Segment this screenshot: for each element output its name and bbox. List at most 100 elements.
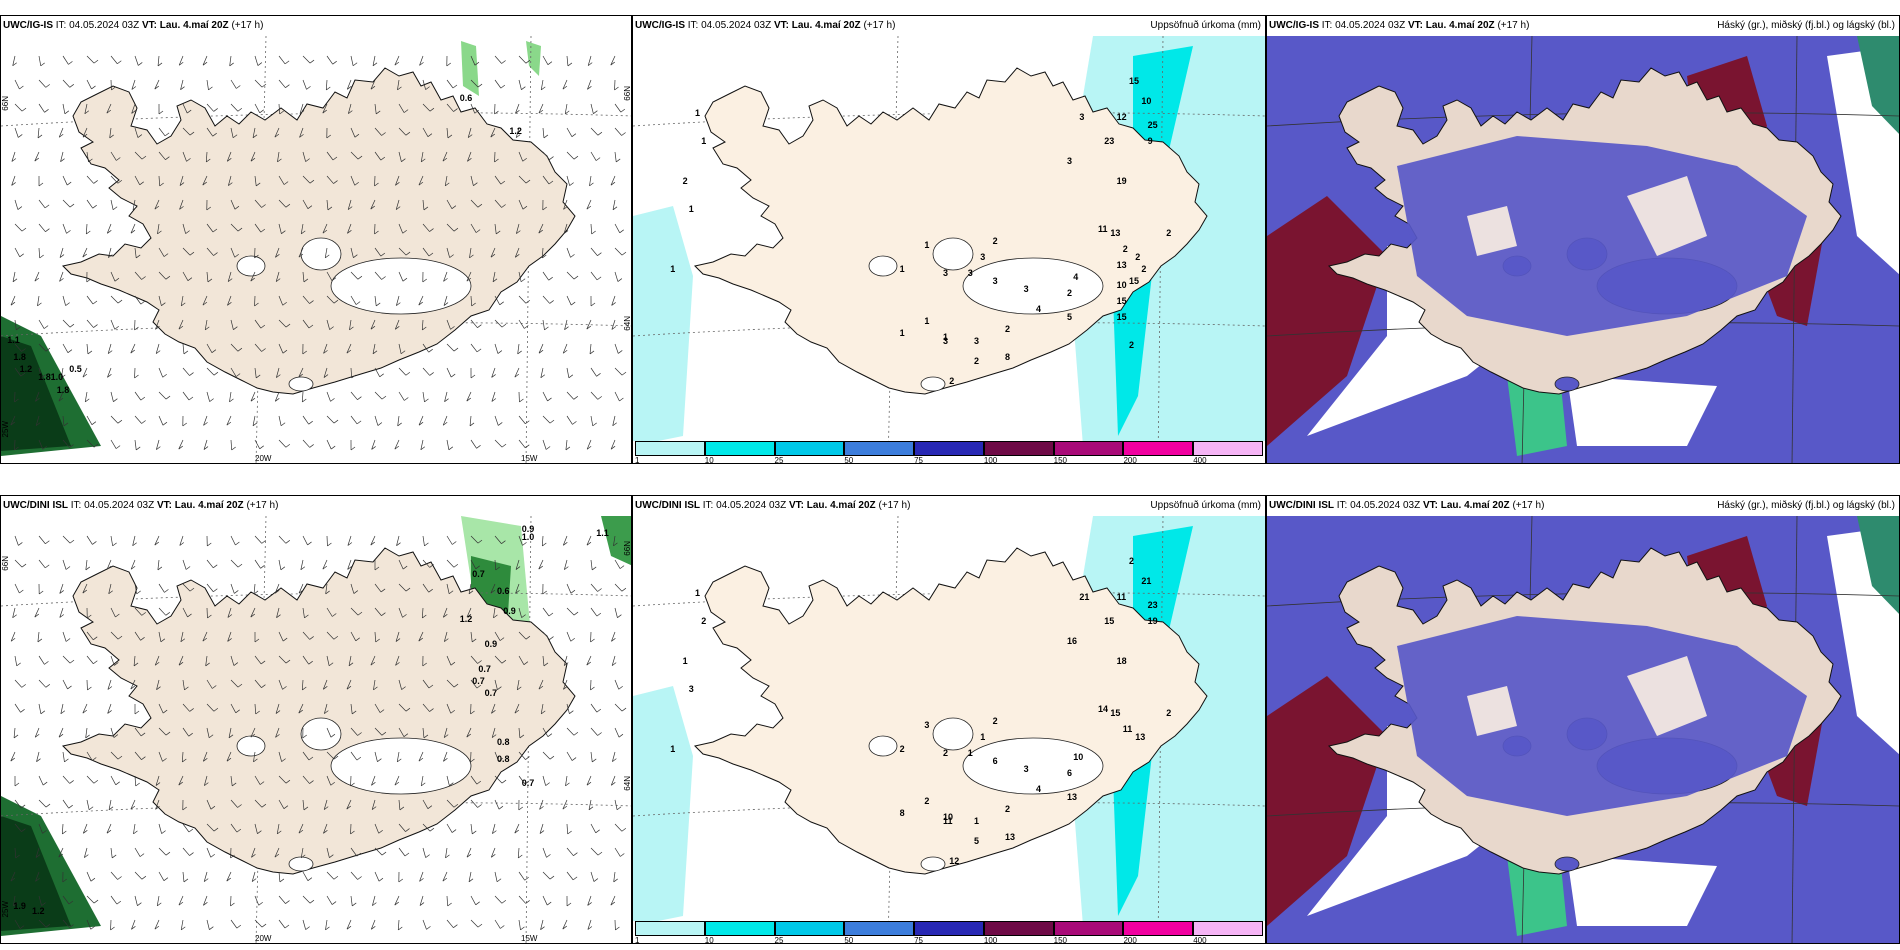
precip-value-label: 13 (1135, 732, 1146, 742)
precip-value-label: 1 (670, 744, 676, 754)
precip-value-label: 2 (1166, 708, 1172, 718)
precip-map-panel-2: UWC/DINI ISL IT: 04.05.2024 03Z VT: Lau.… (632, 495, 1266, 944)
precip-value-label: 1 (980, 732, 986, 742)
lat-label: 66N (623, 541, 632, 556)
colorbar-tick: 1 (635, 936, 640, 944)
colorbar-swatch (1123, 441, 1194, 456)
cloud-map (1267, 35, 1899, 463)
precip-map (633, 515, 1265, 943)
precip-value-label: 4 (1036, 784, 1042, 794)
precip-value-label: 2 (1166, 228, 1172, 238)
precip-value-label: 10 (1141, 96, 1152, 106)
colorbar-swatch (1193, 921, 1263, 936)
precip-value-label: 2 (949, 376, 955, 386)
precip-value-label: 2 (1135, 252, 1141, 262)
colorbar-tick: 25 (774, 936, 784, 944)
wind-value-label: 0.5 (69, 364, 82, 374)
precip-value-label: 15 (1129, 276, 1140, 286)
colorbar-tick: 50 (844, 456, 854, 464)
precip-value-label: 15 (1104, 616, 1115, 626)
precip-value-label: 3 (1067, 156, 1073, 166)
colorbar-swatch (1053, 441, 1124, 456)
wind-value-label: 0.6 (497, 585, 510, 596)
precip-value-label: 2 (1005, 804, 1011, 814)
colorbar-tick: 150 (1053, 456, 1068, 464)
colorbar-swatch (983, 921, 1054, 936)
wind-value-label: 0.8 (497, 737, 510, 748)
wind-value-label: 1.1 (596, 528, 609, 539)
precip-value-label: 13 (1110, 228, 1121, 238)
precip-value-label: 10 (943, 812, 954, 822)
precip-value-label: 2 (701, 616, 707, 626)
lat-label: 66N (623, 86, 632, 101)
cloud-title: Háský (gr.), miðský (fj.bl.) og lágský (… (1717, 20, 1895, 31)
precip-value-label: 1 (967, 748, 973, 758)
cloud-map-panel-2: UWC/DINI ISL IT: 04.05.2024 03Z VT: Lau.… (1266, 495, 1900, 944)
precip-value-label: 1 (701, 136, 707, 146)
precip-value-label: 13 (1116, 260, 1127, 270)
colorbar-tick: 1 (635, 456, 640, 464)
precip-value-label: 3 (688, 684, 694, 694)
cloud-title: Háský (gr.), miðský (fj.bl.) og lágský (… (1717, 500, 1895, 511)
colorbar-swatch (1123, 921, 1194, 936)
precip-value-label: 2 (992, 716, 998, 726)
colorbar-tick: 50 (844, 936, 854, 944)
precip-value-label: 11 (1116, 592, 1127, 602)
precip-value-label: 2 (924, 796, 930, 806)
precip-value-label: 1 (924, 316, 930, 326)
panel-header: UWC/IG-IS IT: 04.05.2024 03Z VT: Lau. 4.… (3, 20, 264, 31)
colorbar-tick: 25 (774, 456, 784, 464)
wind-value-label: 0.7 (472, 569, 485, 580)
precip-value-label: 2 (1122, 244, 1128, 254)
precip-title: Uppsöfnuð úrkoma (mm) (1150, 500, 1261, 511)
precip-value-label: 3 (1023, 284, 1029, 294)
precip-title: Uppsöfnuð úrkoma (mm) (1150, 20, 1261, 31)
wind-value-label: 0.9 (521, 524, 535, 535)
precip-value-label: 4 (1036, 304, 1042, 314)
precip-value-label: 25 (1147, 120, 1158, 130)
precip-value-label: 1 (682, 656, 688, 666)
precip-value-label: 12 (1116, 112, 1127, 122)
precip-value-label: 8 (899, 808, 905, 818)
lat-label: 64N (623, 316, 632, 331)
precip-value-label: 15 (1116, 312, 1127, 322)
precip-value-label: 3 (943, 336, 949, 346)
lat-label: 66N (1, 96, 10, 111)
precip-value-label: 2 (974, 356, 980, 366)
precip-value-label: 3 (974, 336, 980, 346)
wind-value-label: 1.8 (13, 351, 26, 362)
precip-value-label: 11 (1098, 224, 1108, 234)
colorbar-swatch (635, 921, 705, 936)
wind-value-label: 1.8 (38, 372, 51, 383)
wind-value-label: 1.9 (13, 901, 26, 912)
wind-value-label: 0.9 (503, 606, 516, 617)
precip-value-label: 15 (1116, 296, 1127, 306)
precip-value-label: 23 (1147, 600, 1158, 610)
precip-colorbar: 1 10 25 50 75 100 150 200 400 (633, 441, 1265, 463)
colorbar-swatch (704, 441, 775, 456)
wind-map-panel-2: UWC/DINI ISL IT: 04.05.2024 03Z VT: Lau.… (0, 495, 632, 944)
precip-value-label: 23 (1104, 136, 1115, 146)
precip-value-label: 3 (924, 720, 930, 730)
lat-label: 25W (1, 421, 10, 438)
precip-value-label: 11 (1122, 724, 1133, 734)
precip-value-label: 5 (974, 836, 980, 846)
wind-value-label: 1.8 (56, 384, 70, 395)
precip-value-label: 6 (1067, 768, 1073, 778)
precip-value-label: 10 (1073, 752, 1084, 762)
precip-value-label: 1 (688, 204, 694, 214)
precip-value-label: 2 (899, 744, 905, 754)
precip-value-label: 19 (1147, 616, 1158, 626)
wind-value-label: 1.2 (459, 614, 473, 625)
wind-value-label: 1.2 (19, 364, 33, 374)
precip-value-label: 1 (943, 332, 949, 342)
colorbar-swatch (914, 921, 984, 936)
colorbar-swatch (844, 441, 915, 456)
colorbar-swatch (774, 921, 845, 936)
colorbar-swatch (844, 921, 915, 936)
precip-value-label: 15 (1110, 708, 1121, 718)
precip-value-label: 15 (1129, 76, 1140, 86)
colorbar-swatch (983, 441, 1054, 456)
precip-value-label: 18 (1116, 656, 1127, 666)
colorbar-tick: 10 (704, 456, 714, 464)
